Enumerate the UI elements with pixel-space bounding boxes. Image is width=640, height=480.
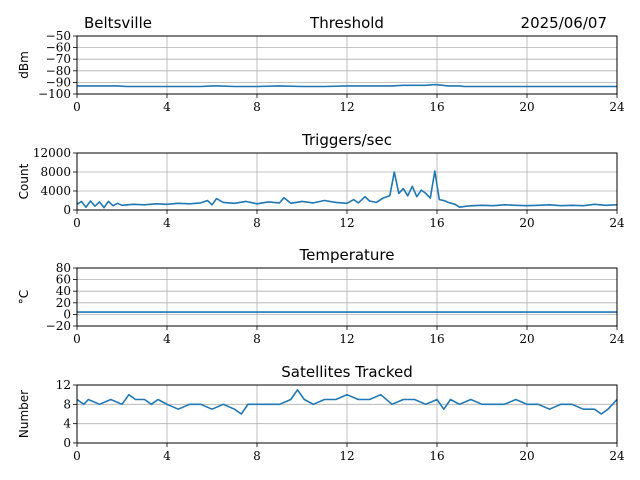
- x-tick-label: 20: [519, 332, 534, 346]
- x-tick-label: 24: [609, 216, 625, 230]
- y-tick-label: −90: [46, 75, 71, 89]
- x-tick-label: 4: [163, 332, 171, 346]
- temperature-ylabel: °C: [17, 290, 31, 304]
- y-tick-label: 12: [56, 378, 71, 392]
- threshold-title: Threshold: [309, 14, 384, 32]
- x-tick-label: 16: [429, 332, 444, 346]
- triggers-series-line: [76, 170, 618, 209]
- x-tick-label: 0: [73, 449, 81, 463]
- x-tick-label: 4: [163, 100, 171, 114]
- x-tick-label: 0: [73, 216, 81, 230]
- station-label: Beltsville: [84, 14, 152, 32]
- x-tick-label: 20: [519, 100, 534, 114]
- x-tick-label: 16: [429, 100, 444, 114]
- x-tick-label: 12: [339, 449, 354, 463]
- x-tick-label: 8: [253, 449, 261, 463]
- triggers-ylabel: Count: [17, 163, 31, 199]
- x-tick-label: 4: [163, 216, 171, 230]
- x-tick-label: 0: [73, 100, 81, 114]
- y-tick-label: 80: [56, 261, 71, 275]
- y-tick-label: 60: [56, 273, 71, 287]
- y-tick-label: −80: [46, 64, 71, 78]
- x-tick-label: 20: [519, 216, 534, 230]
- y-tick-label: 8000: [40, 165, 71, 179]
- y-tick-label: 0: [63, 203, 71, 217]
- y-tick-label: −20: [46, 319, 71, 333]
- y-tick-label: 4: [63, 417, 71, 431]
- y-tick-label: 20: [56, 296, 71, 310]
- satellites-title: Satellites Tracked: [281, 363, 412, 381]
- x-tick-label: 20: [519, 449, 534, 463]
- chart-panels: 0 4 8 12 16 20 24 −100−90−80−70−60−50 Threshold d…: [17, 14, 625, 463]
- y-tick-label: −60: [46, 41, 71, 55]
- y-tick-label: −70: [46, 52, 71, 66]
- date-label: 2025/06/07: [521, 14, 607, 32]
- x-tick-label: 0: [73, 332, 81, 346]
- y-tick-label: 8: [63, 397, 71, 411]
- x-tick-label: 24: [609, 100, 625, 114]
- temperature-title: Temperature: [298, 246, 394, 264]
- x-tick-label: 12: [339, 332, 354, 346]
- x-tick-label: 24: [609, 332, 625, 346]
- satellites-series-line: [76, 388, 618, 415]
- x-tick-label: 16: [429, 449, 444, 463]
- x-tick-label: 12: [339, 100, 354, 114]
- x-tick-label: 8: [253, 100, 261, 114]
- y-tick-label: −50: [46, 29, 71, 43]
- y-tick-label: −100: [38, 87, 71, 101]
- threshold-panel: 0 4 8 12 16 20 24 −100−90−80−70−60−50 Threshold d…: [17, 14, 625, 114]
- y-tick-label: 0: [63, 436, 71, 450]
- threshold-series-line: [77, 83, 617, 88]
- x-tick-label: 12: [339, 216, 354, 230]
- threshold-ylabel: dBm: [17, 51, 31, 79]
- satellites-ylabel: Number: [17, 390, 31, 438]
- satellites-panel: 0 4 8 12 16 20 24 0 4 8 12 Satellites Tracked Number: [17, 363, 625, 463]
- y-tick-label: 0: [63, 307, 71, 321]
- x-tick-label: 24: [609, 449, 625, 463]
- triggers-panel: 0 4 8 12 16 20 24 0 4000 8000 12000 Triggers/sec Cou…: [17, 131, 625, 230]
- y-tick-label: 4000: [40, 184, 71, 198]
- y-tick-label: 40: [56, 284, 71, 298]
- x-tick-label: 4: [163, 449, 171, 463]
- x-tick-label: 16: [429, 216, 444, 230]
- x-tick-label: 8: [253, 216, 261, 230]
- y-tick-label: 12000: [33, 146, 71, 160]
- triggers-title: Triggers/sec: [301, 131, 392, 149]
- x-tick-label: 8: [253, 332, 261, 346]
